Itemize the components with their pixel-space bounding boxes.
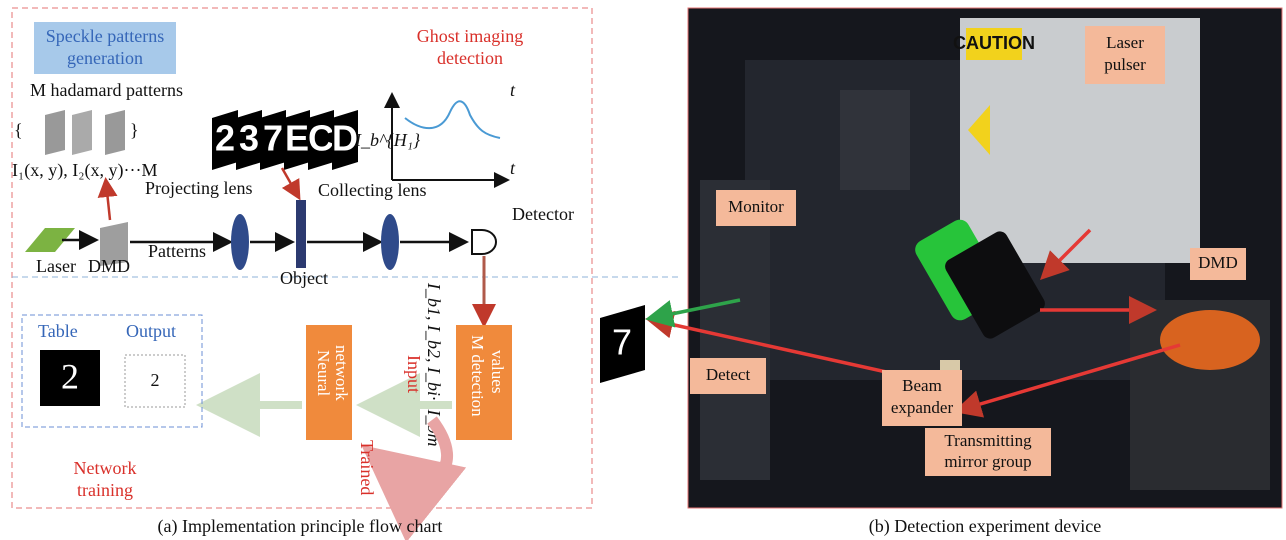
pattern [72, 110, 92, 155]
lens [231, 214, 249, 270]
digit: 7 [263, 118, 283, 159]
dmd-device [1160, 310, 1260, 370]
caption: (b) Detection experiment device [869, 516, 1101, 537]
label: M detection [468, 335, 487, 417]
label: detection [437, 48, 503, 68]
figure: Speckle patterns generation Ghost imagin… [0, 0, 1286, 540]
label: Beam [902, 376, 942, 395]
label: pulser [1104, 55, 1146, 74]
digit: 2 [215, 118, 235, 159]
label: Trained [357, 440, 377, 495]
label: Collecting lens [318, 180, 426, 200]
label: I₁(x, y), I₂(x, y)···M [12, 160, 158, 181]
object-shape [296, 200, 306, 268]
label: Transmitting [944, 431, 1032, 450]
label: Patterns [148, 241, 206, 261]
label: Speckle patterns [46, 26, 164, 46]
label: network [332, 345, 351, 401]
label: Output [126, 321, 176, 341]
label: mirror group [944, 452, 1031, 471]
pattern [45, 110, 65, 155]
label: M hadamard patterns [30, 80, 183, 100]
label: t [510, 158, 516, 178]
label: values [488, 350, 507, 393]
label: I_b^{H₁} [354, 130, 421, 150]
digit: 2 [61, 356, 79, 396]
panel-a: Speckle patterns generation Ghost imagin… [12, 8, 680, 537]
label: Neural [314, 350, 333, 397]
label: Network [74, 458, 137, 478]
label: DMD [88, 256, 130, 276]
label: Ghost imaging [417, 26, 524, 46]
detector-shape [472, 230, 496, 254]
digit: 2 [151, 370, 160, 390]
digit: 3 [239, 118, 259, 159]
digit: C [308, 118, 334, 159]
page: Speckle patterns generation Ghost imagin… [0, 0, 1286, 540]
label: DMD [1198, 253, 1238, 272]
label: generation [67, 48, 143, 68]
caption: (a) Implementation principle flow chart [158, 516, 443, 537]
label: Object [280, 268, 328, 288]
mount [840, 90, 910, 190]
pattern-set: { } [14, 110, 139, 155]
lens [381, 214, 399, 270]
label: Table [38, 321, 78, 341]
brace: } [130, 120, 139, 140]
label: Input [404, 355, 424, 393]
label: CAUTION [953, 33, 1035, 53]
digit: E [285, 118, 309, 159]
label: Detector [512, 204, 574, 224]
label: training [77, 480, 133, 500]
label: Monitor [728, 197, 784, 216]
label: t [510, 80, 516, 100]
label: Projecting lens [145, 178, 252, 198]
label: Laser [1106, 33, 1144, 52]
brace: { [14, 120, 23, 140]
label: expander [891, 398, 954, 417]
label: Detect [706, 365, 751, 384]
pattern [105, 110, 125, 155]
digit: 7 [612, 322, 632, 363]
label: Laser [36, 256, 76, 276]
panel-b: CAUTION Laser pulser Monitor DMD Beam ex… [652, 8, 1282, 537]
